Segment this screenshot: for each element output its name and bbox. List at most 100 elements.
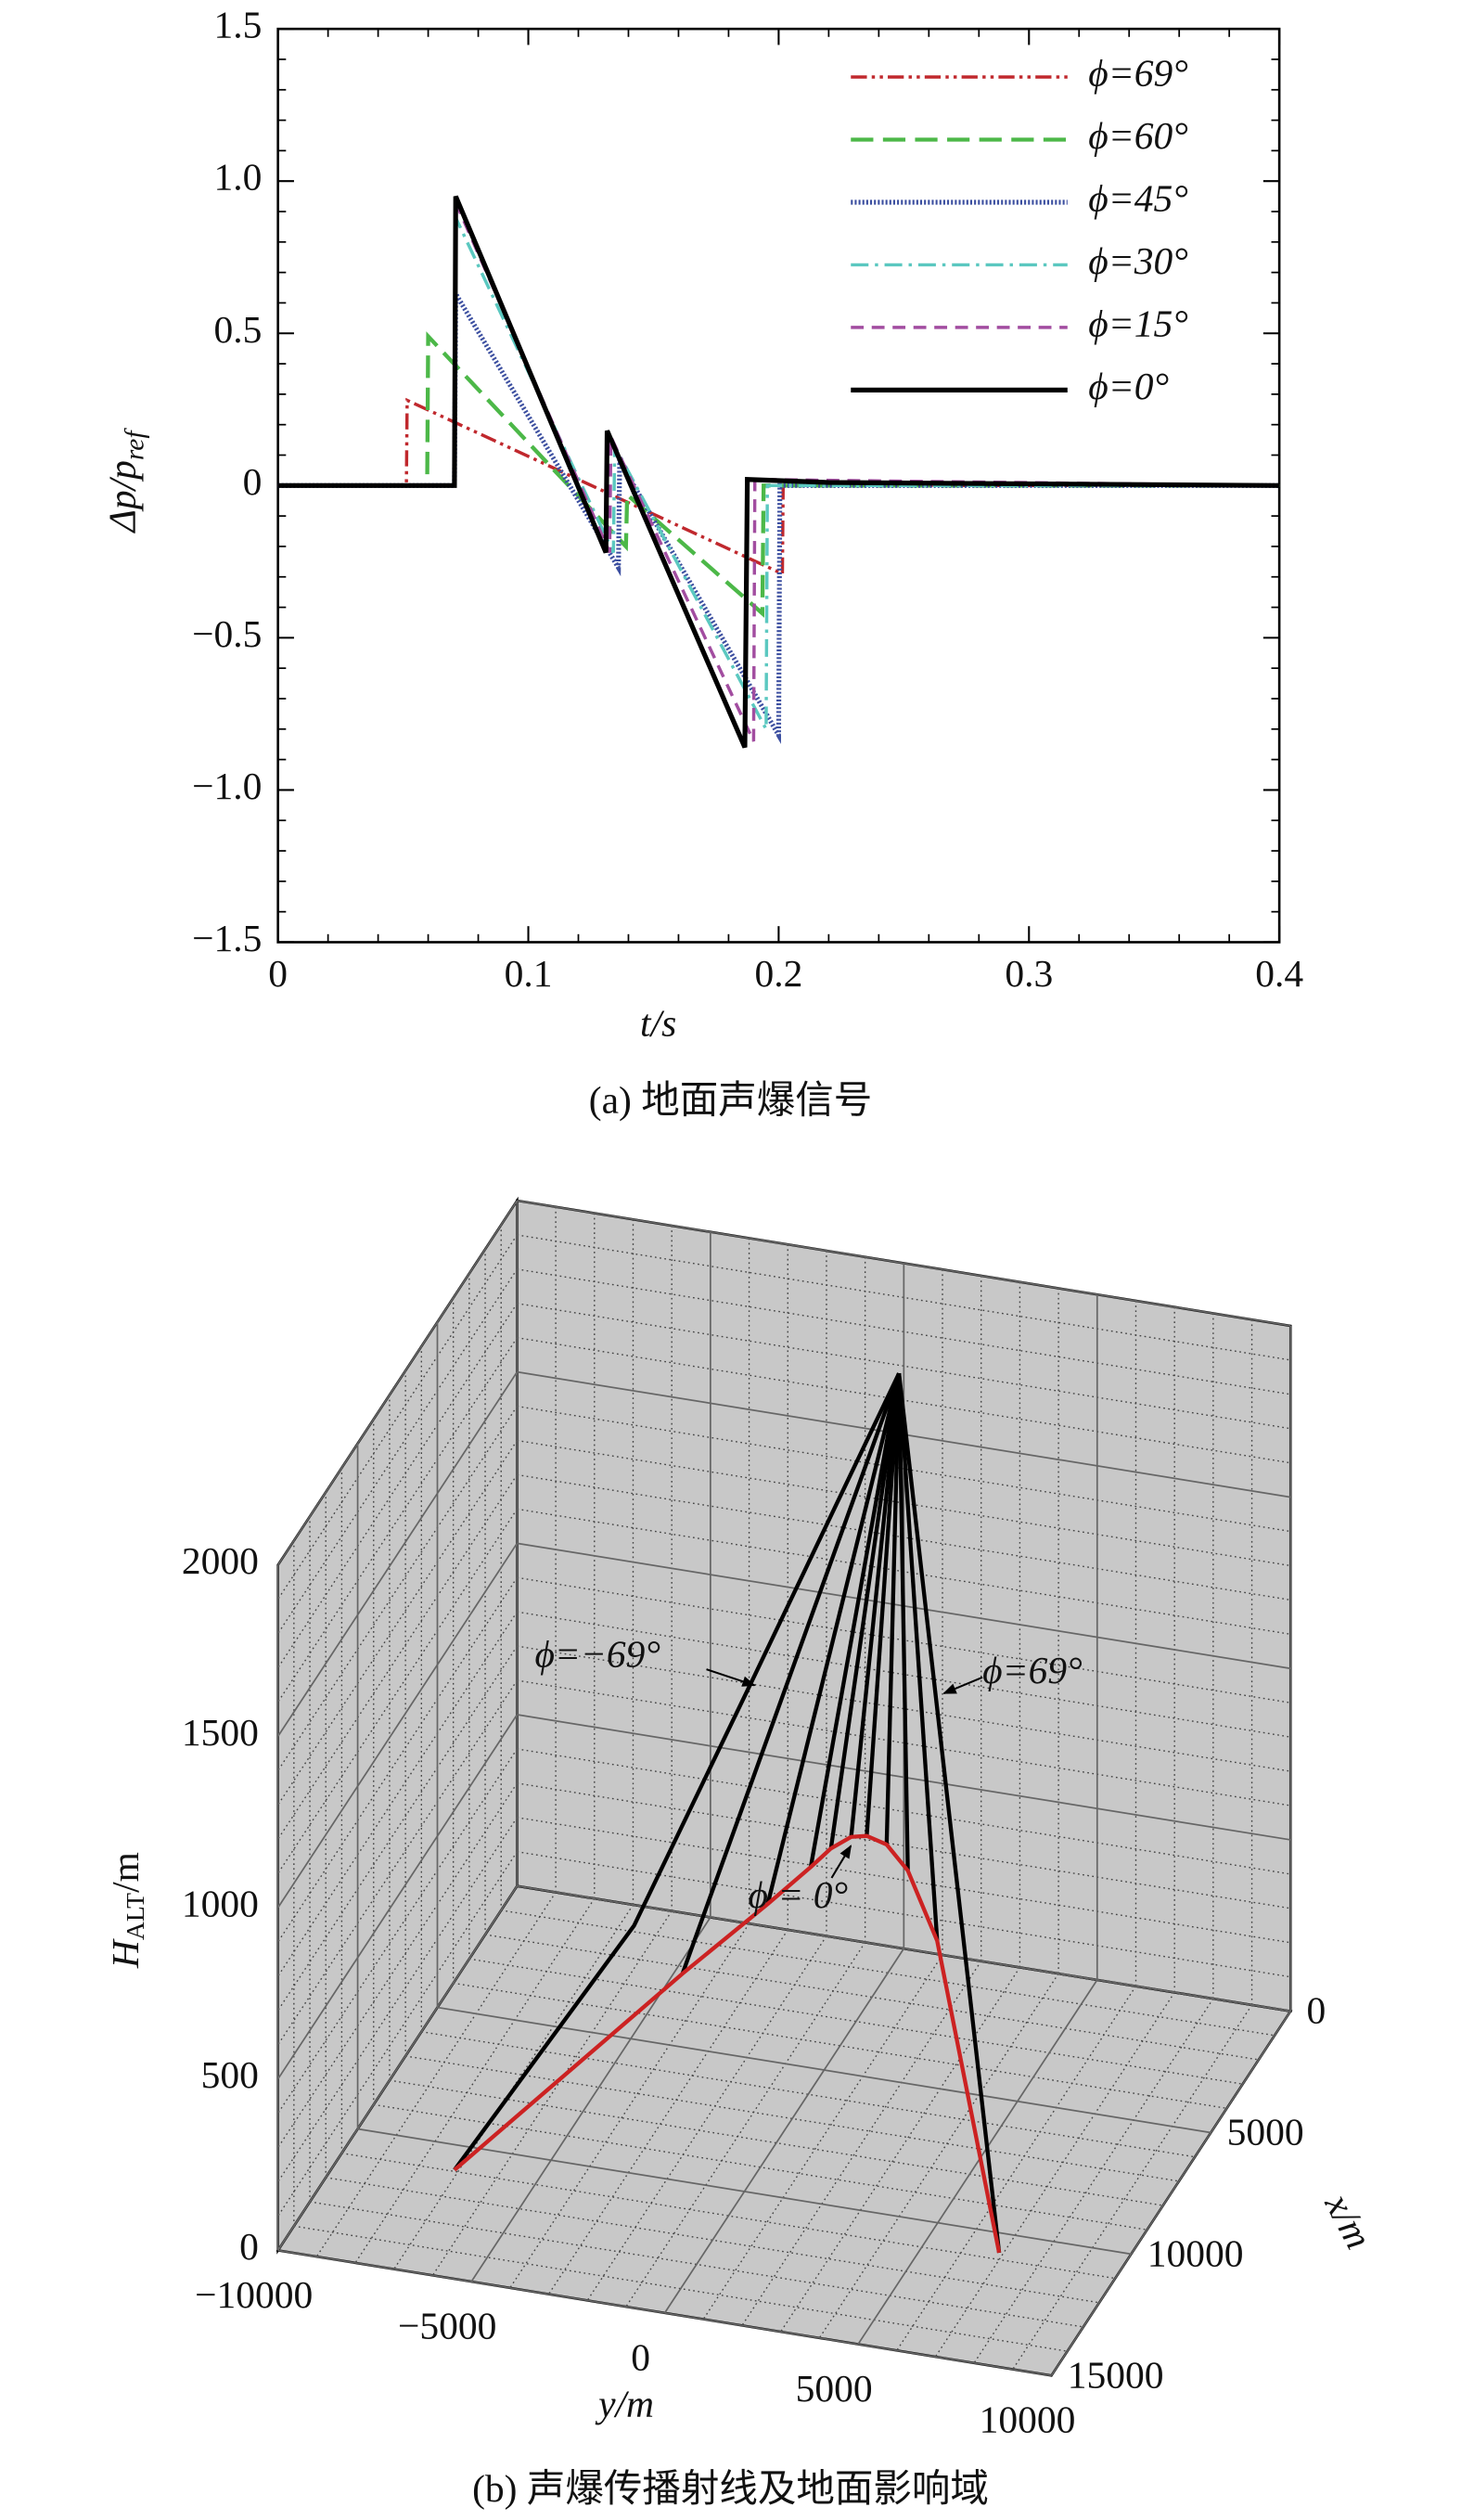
x-tick-label: 0.2	[754, 952, 802, 995]
minor-grid	[277, 1440, 518, 1806]
annotation: ϕ = 0°	[749, 1873, 849, 1916]
z-axis-title-sub: ALT	[121, 1893, 149, 1940]
y-tick-label: −10000	[195, 2273, 313, 2316]
grid-line	[663, 1948, 905, 2314]
minor-grid	[818, 1973, 1059, 2339]
minor-grid	[277, 1268, 518, 1634]
minor-grid	[277, 1303, 518, 1668]
minor-grid	[389, 2079, 1163, 2206]
minor-grid	[517, 1611, 1291, 1738]
y-tick-label: 0	[631, 2335, 650, 2378]
grid-line	[276, 1371, 519, 1737]
ground-footprint	[453, 1833, 1002, 2254]
minor-grid	[421, 2031, 1196, 2158]
y-tick-label: −0.5	[192, 612, 262, 655]
series-line	[277, 216, 1280, 730]
minor-grid	[277, 1611, 518, 1977]
ray	[808, 1372, 902, 1868]
minor-grid	[517, 1439, 1291, 1567]
x-axis-title: x/m	[1316, 2186, 1380, 2256]
grid-line	[276, 1542, 519, 1909]
z-tick-label: 500	[201, 2053, 259, 2096]
minor-grid	[547, 1929, 788, 2295]
minor-grid	[517, 1508, 1291, 1636]
grid-line	[277, 2249, 1052, 2377]
series-line	[277, 201, 1280, 742]
series-line	[277, 331, 1280, 618]
minor-grid	[431, 1910, 673, 2276]
y-tick-label: −5000	[398, 2305, 496, 2347]
minor-grid	[277, 1337, 518, 1703]
x-axis-title: t/s	[640, 1002, 676, 1045]
minor-grid	[741, 1961, 982, 2326]
ray	[680, 1372, 902, 1974]
minor-grid	[354, 1897, 596, 2264]
minor-grid	[517, 1405, 1291, 1533]
minor-grid	[326, 2177, 1100, 2304]
minor-grid	[517, 1303, 1291, 1430]
x-tick-label: 10000	[1147, 2231, 1244, 2274]
z-tick-label: 1500	[182, 1711, 259, 1754]
ray	[896, 1372, 1002, 2254]
x-tick-label: 0	[268, 952, 288, 995]
grid-line	[437, 2006, 1211, 2134]
x-tick-label: 0	[1307, 1989, 1326, 2032]
ray	[765, 1372, 902, 1905]
minor-grid	[586, 1935, 827, 2301]
annotation-arrow	[830, 1845, 852, 1879]
x-tick-label: 0.1	[505, 952, 553, 995]
minor-grid	[277, 1406, 518, 1771]
z-tick-label: 0	[239, 2225, 259, 2268]
minor-grid	[973, 1998, 1214, 2364]
caption: (a) 地面声爆信号	[589, 1079, 872, 1123]
grid-line	[857, 1979, 1098, 2346]
minor-grid	[517, 1748, 1291, 1875]
minor-grid	[277, 1474, 518, 1840]
z-axis-title-main: H	[103, 1938, 146, 1969]
minor-grid	[277, 1234, 518, 1601]
minor-grid	[625, 1942, 866, 2308]
minor-grid	[517, 1782, 1291, 1909]
grid-line	[517, 1884, 1291, 2012]
minor-grid	[405, 2055, 1180, 2182]
annotation: ϕ=69°	[982, 1649, 1083, 1691]
caption: (b) 声爆传播射线及地面影响域	[472, 2467, 989, 2511]
minor-grid	[517, 1817, 1291, 1944]
minor-grid	[517, 1473, 1291, 1601]
y-axis-title-main: Δp/p	[100, 460, 143, 534]
y-axis-title: Δp/pref	[100, 428, 149, 534]
y-axis-title-sub: ref	[120, 428, 149, 460]
minor-grid	[468, 1958, 1243, 2085]
minor-grid	[702, 1954, 943, 2320]
minor-grid	[517, 1337, 1291, 1464]
y-tick-label: 1.5	[213, 4, 262, 46]
z-axis-title-unit: /m	[103, 1852, 146, 1893]
minor-grid	[277, 1509, 518, 1874]
x-tick-label: 0.4	[1255, 952, 1303, 995]
minor-grid	[780, 1967, 1020, 2333]
legend-label: ϕ=69°	[1088, 52, 1188, 95]
minor-grid	[517, 1268, 1291, 1395]
z-axis-title: HALT/m	[103, 1852, 149, 1969]
grid-line	[470, 1916, 711, 2282]
y-tick-label: 0.5	[213, 308, 262, 351]
legend-label: ϕ=0°	[1088, 365, 1169, 407]
minor-grid	[934, 1991, 1175, 2358]
ray	[849, 1372, 902, 1837]
ray	[453, 1372, 902, 2171]
grid-line	[517, 1200, 1291, 1327]
annotation-arrow	[706, 1668, 756, 1687]
minor-grid	[277, 1576, 518, 1943]
y-tick-label: 0	[243, 460, 263, 503]
y-tick-label: 5000	[796, 2367, 873, 2410]
minor-grid	[277, 1679, 518, 2046]
legend-label: ϕ=60°	[1088, 114, 1188, 157]
x-tick-label: 0.3	[1005, 952, 1053, 995]
minor-grid	[277, 1851, 518, 2217]
y-tick-label: −1.5	[192, 917, 262, 959]
grid-line	[276, 1885, 519, 2251]
grid-line	[517, 1714, 1291, 1841]
minor-grid	[277, 1817, 518, 2182]
minor-grid	[453, 1982, 1227, 2110]
